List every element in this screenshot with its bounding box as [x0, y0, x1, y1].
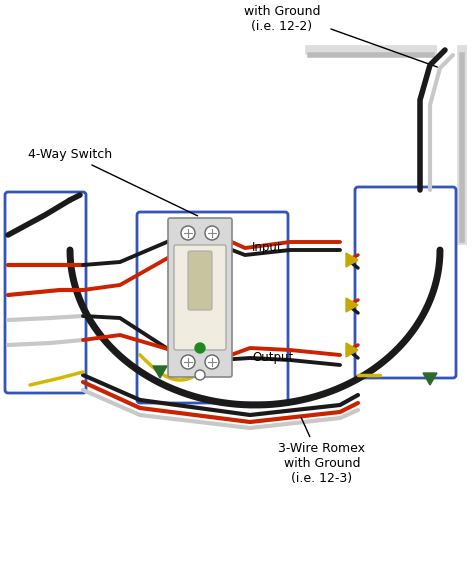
Circle shape — [205, 355, 219, 369]
Polygon shape — [346, 253, 358, 267]
Text: 2-Wire Romex
with Ground
(i.e. 12-2): 2-Wire Romex with Ground (i.e. 12-2) — [238, 0, 438, 67]
Circle shape — [181, 355, 195, 369]
Text: 3-Wire Romex
with Ground
(i.e. 12-3): 3-Wire Romex with Ground (i.e. 12-3) — [279, 418, 365, 485]
FancyBboxPatch shape — [188, 251, 212, 310]
Polygon shape — [346, 298, 358, 312]
Text: 4-Way Switch: 4-Way Switch — [28, 148, 198, 216]
Polygon shape — [153, 366, 167, 378]
Circle shape — [205, 226, 219, 240]
Polygon shape — [346, 343, 358, 357]
FancyBboxPatch shape — [168, 218, 232, 377]
Polygon shape — [423, 373, 437, 385]
Circle shape — [181, 226, 195, 240]
Circle shape — [195, 370, 205, 380]
Circle shape — [195, 343, 205, 353]
FancyBboxPatch shape — [174, 245, 226, 350]
Text: Input: Input — [252, 241, 283, 255]
Circle shape — [196, 256, 204, 264]
Text: Output: Output — [252, 352, 293, 364]
